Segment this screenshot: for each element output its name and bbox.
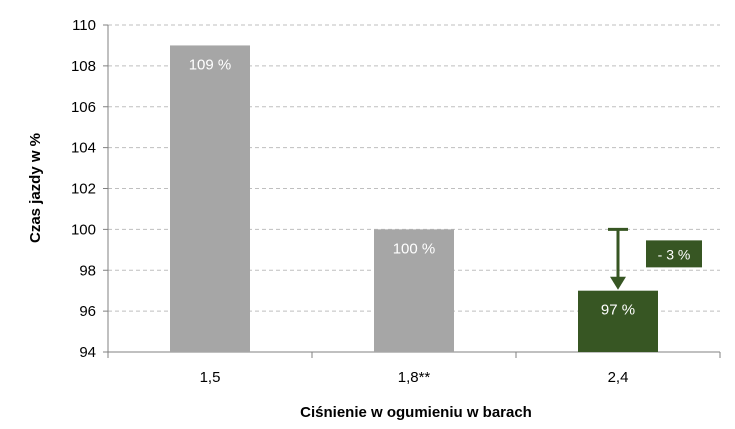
x-tick-label: 1,8** <box>398 369 431 386</box>
y-tick-label: 100 <box>71 221 96 238</box>
y-tick-labels: 94 96 98 100 102 104 106 108 110 <box>71 17 96 361</box>
difference-annotation: - 3 % <box>608 227 702 290</box>
bar-value-label: 109 % <box>189 56 232 73</box>
difference-box <box>646 240 702 268</box>
bar-value-label: 97 % <box>601 302 635 319</box>
x-tick-labels: 1,5 1,8** 2,4 <box>200 369 629 386</box>
bar-3 <box>578 290 658 352</box>
y-tick-label: 106 <box>71 99 96 116</box>
y-tick-label: 96 <box>79 303 96 320</box>
y-tick-label: 110 <box>72 17 96 34</box>
bars: 109 % 100 % 97 % <box>170 45 658 352</box>
y-tick-label: 102 <box>71 181 96 198</box>
bar-1 <box>170 45 250 352</box>
y-tick-label: 108 <box>71 58 96 75</box>
x-axis-title: Ciśnienie w ogumieniu w barach <box>300 404 532 421</box>
bar-2 <box>374 229 454 352</box>
x-tick-label: 2,4 <box>608 369 629 386</box>
x-tick-label: 1,5 <box>200 369 221 386</box>
y-tick-label: 104 <box>71 140 96 157</box>
difference-label: - 3 % <box>658 246 691 262</box>
y-tick-label: 98 <box>79 262 96 279</box>
bar-value-label: 100 % <box>393 240 436 257</box>
arrow-head <box>610 276 626 290</box>
y-tick-label: 94 <box>79 344 96 361</box>
y-axis-title: Czas jazdy w % <box>27 133 44 243</box>
